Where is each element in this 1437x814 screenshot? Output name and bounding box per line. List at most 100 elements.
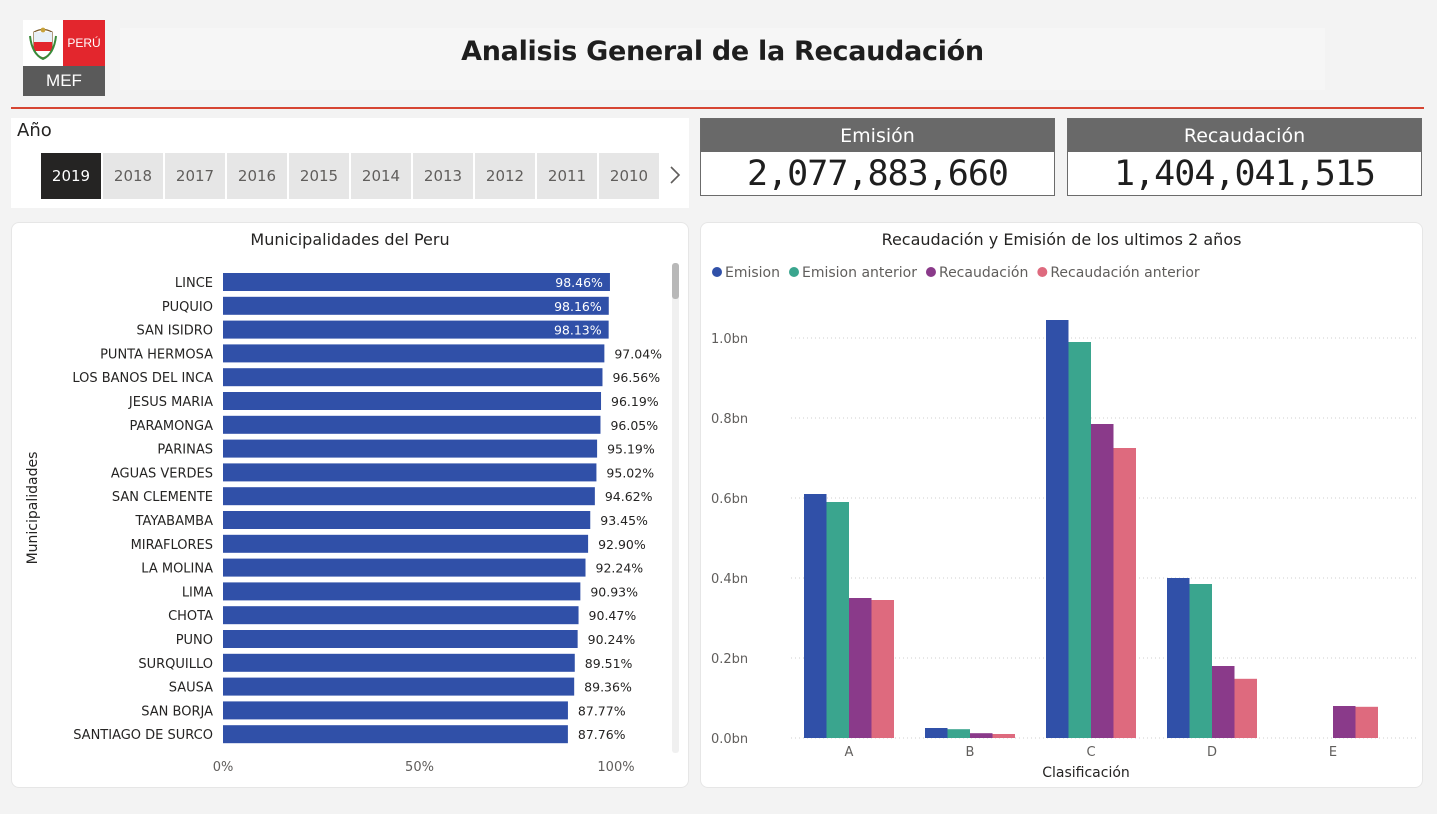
hbar-bar[interactable]	[223, 653, 575, 672]
chevron-right-icon[interactable]	[669, 165, 681, 190]
hbar-data-label: 90.24%	[588, 632, 636, 647]
column-bar[interactable]	[1234, 678, 1258, 738]
header-band	[120, 28, 1325, 90]
legend-entry[interactable]: Recaudación anterior	[1050, 265, 1200, 281]
y-tick-label: 0.2bn	[711, 652, 748, 667]
hbar-bar[interactable]	[223, 392, 602, 410]
hbar-data-label: 96.19%	[611, 394, 659, 409]
hbar-bar[interactable]	[223, 630, 578, 648]
header-divider	[11, 107, 1424, 109]
x-tick-label: D	[1207, 745, 1217, 760]
hbar-category-label: TAYABAMBA	[135, 514, 214, 529]
year-button-2014[interactable]: 2014	[351, 153, 411, 199]
clasificacion-chart-title: Recaudación y Emisión de los ultimos 2 a…	[881, 230, 1242, 249]
legend-entry[interactable]: Recaudación	[939, 265, 1028, 281]
hbar-category-label: SURQUILLO	[138, 657, 213, 672]
column-bar[interactable]	[992, 734, 1016, 738]
hbar-bar[interactable]	[223, 534, 589, 553]
kpi-recaudacion-card: Recaudación 1,404,041,515	[1067, 118, 1422, 196]
y-tick-label: 1.0bn	[711, 332, 748, 347]
hbar-bar[interactable]	[223, 558, 586, 577]
column-bar[interactable]	[826, 502, 850, 738]
column-bar[interactable]	[1068, 342, 1092, 738]
hbar-data-label: 98.13%	[554, 323, 602, 338]
hbar-category-label: LIMA	[182, 585, 213, 600]
year-button-2013[interactable]: 2013	[413, 153, 473, 199]
hbar-scrollbar-thumb[interactable]	[672, 263, 679, 299]
hbar-bar[interactable]	[223, 582, 581, 601]
year-button-2010[interactable]: 2010	[599, 153, 659, 199]
column-bar[interactable]	[1189, 584, 1213, 738]
hbar-bar[interactable]	[223, 511, 591, 529]
hbar-bar[interactable]	[223, 487, 595, 506]
x-tick-label: B	[966, 745, 975, 760]
column-bar[interactable]	[849, 598, 872, 738]
hbar-bar[interactable]	[223, 344, 605, 363]
hbar-ylabel: Municipalidades	[25, 452, 41, 565]
report-header: PERÚ MEF Analisis General de la Recaudac…	[0, 0, 1437, 110]
municipalidades-chart-title: Municipalidades del Peru	[250, 230, 450, 249]
hbar-bar[interactable]	[223, 677, 575, 696]
year-button-2017[interactable]: 2017	[165, 153, 225, 199]
hbar-bar[interactable]	[223, 439, 598, 458]
hbar-bar[interactable]	[223, 368, 603, 387]
column-bar[interactable]	[1046, 320, 1069, 738]
column-bar[interactable]	[804, 494, 827, 738]
hbar-category-label: PUNO	[176, 633, 213, 648]
hbar-category-label: JESUS MARIA	[128, 395, 213, 410]
column-bar[interactable]	[970, 733, 993, 738]
hbar-bar[interactable]	[223, 415, 601, 434]
hbar-data-label: 98.16%	[554, 299, 602, 314]
legend-marker	[1037, 267, 1048, 277]
hbar-category-label: SAN CLEMENTE	[112, 490, 213, 505]
legend-entry[interactable]: Emision anterior	[802, 265, 917, 281]
column-bar[interactable]	[1113, 448, 1137, 738]
year-button-2011[interactable]: 2011	[537, 153, 597, 199]
year-button-2012[interactable]: 2012	[475, 153, 535, 199]
hbar-bar[interactable]	[223, 701, 568, 720]
column-bar[interactable]	[947, 729, 971, 738]
year-slicer: Año 2019 2018 2017 2016 2015 2014 2013 2012 2011…	[11, 118, 689, 208]
column-bar[interactable]	[1167, 578, 1190, 738]
column-bar[interactable]	[871, 600, 895, 738]
hbar-data-label: 95.02%	[606, 465, 654, 480]
hbar-category-label: LA MOLINA	[141, 562, 213, 577]
hbar-bar[interactable]	[223, 296, 609, 315]
hbar-data-label: 96.56%	[612, 370, 660, 385]
year-button-2016[interactable]: 2016	[227, 153, 287, 199]
hbar-bar[interactable]	[223, 463, 597, 482]
peru-coat-of-arms-icon	[23, 20, 63, 66]
clasificacion-chart-panel: Recaudación y Emisión de los ultimos 2 a…	[700, 222, 1423, 788]
column-bar[interactable]	[1212, 666, 1235, 738]
hbar-bar[interactable]	[223, 273, 610, 291]
legend-entry[interactable]: Emision	[725, 265, 780, 281]
year-button-2018[interactable]: 2018	[103, 153, 163, 199]
hbar-category-label: MIRAFLORES	[131, 538, 213, 553]
x-tick-label: C	[1086, 745, 1095, 760]
kpi-recaudacion-value: 1,404,041,515	[1114, 153, 1376, 194]
hbar-data-label: 95.19%	[607, 442, 655, 457]
hbar-data-label: 94.62%	[605, 489, 653, 504]
column-bar[interactable]	[1355, 706, 1379, 738]
hbar-data-label: 98.46%	[555, 275, 603, 290]
kpi-emision-label: Emisión	[701, 119, 1054, 152]
hbar-data-label: 89.51%	[585, 656, 633, 671]
hbar-bar[interactable]	[223, 606, 579, 625]
hbar-x-tick: 100%	[597, 760, 634, 775]
hbar-bar[interactable]	[223, 320, 609, 339]
hbar-category-label: LOS BANOS DEL INCA	[72, 371, 213, 386]
year-button-2015[interactable]: 2015	[289, 153, 349, 199]
column-bar[interactable]	[925, 728, 948, 738]
kpi-emision-card: Emisión 2,077,883,660	[700, 118, 1055, 196]
x-axis-title: Clasificación	[1042, 765, 1130, 781]
legend-marker	[712, 267, 722, 277]
logo-org-text: MEF	[23, 66, 105, 96]
hbar-data-label: 92.90%	[598, 537, 646, 552]
hbar-bar[interactable]	[223, 725, 568, 744]
hbar-scrollbar-track[interactable]	[672, 263, 679, 753]
column-bar[interactable]	[1333, 706, 1356, 738]
column-bar[interactable]	[1091, 424, 1114, 738]
year-button-2019[interactable]: 2019	[41, 153, 101, 199]
y-tick-label: 0.6bn	[711, 492, 748, 507]
